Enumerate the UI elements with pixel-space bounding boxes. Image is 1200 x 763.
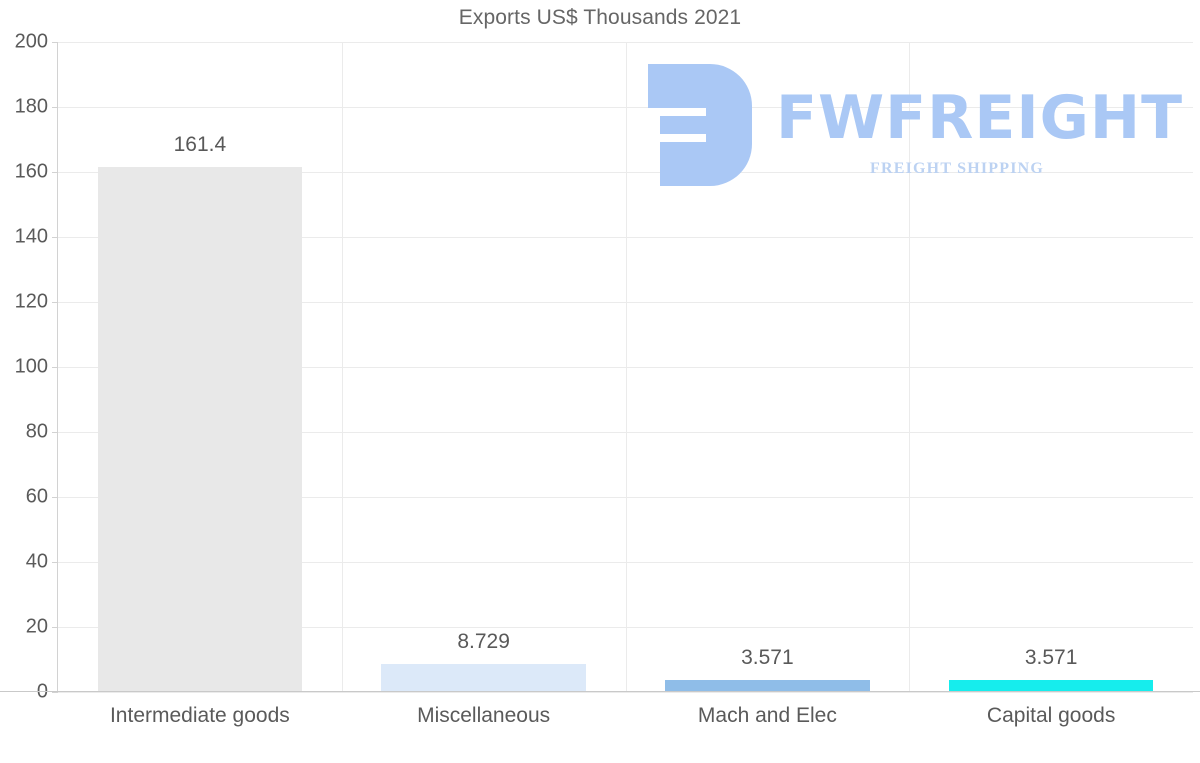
bar[interactable] bbox=[381, 663, 586, 692]
y-axis-labels: 200180160140120100806040200 bbox=[0, 31, 48, 703]
y-axis-tick-label: 180 bbox=[14, 95, 48, 118]
chart-title: Exports US$ Thousands 2021 bbox=[458, 6, 742, 29]
x-axis-category-label: Capital goods bbox=[986, 704, 1116, 727]
bar-value-label: 161.4 bbox=[173, 133, 227, 157]
y-axis-tick-label: 140 bbox=[14, 225, 48, 248]
bar-value-label: 3.571 bbox=[1024, 646, 1078, 670]
y-axis-tick bbox=[52, 367, 58, 368]
y-axis-tick-label: 100 bbox=[14, 355, 48, 378]
gridline-vertical bbox=[909, 42, 911, 692]
bar[interactable] bbox=[97, 167, 303, 692]
y-axis-tick bbox=[52, 627, 58, 628]
gridline-vertical bbox=[625, 42, 627, 692]
bar[interactable] bbox=[665, 680, 870, 692]
bar-value-label: 8.729 bbox=[457, 629, 510, 653]
plot-area: 161.4 8.729 3.571 3.571 bbox=[52, 42, 1193, 693]
y-axis-tick-label: 20 bbox=[25, 615, 48, 638]
y-axis-tick bbox=[52, 562, 58, 563]
y-axis-tick bbox=[52, 497, 58, 498]
y-axis-tick-label: 160 bbox=[14, 160, 48, 183]
x-axis-category-label: Intermediate goods bbox=[109, 704, 290, 727]
x-axis-line bbox=[0, 691, 1200, 692]
gridline-horizontal bbox=[58, 692, 1193, 693]
y-axis-tick-label: 0 bbox=[0, 681, 48, 704]
y-axis-tick bbox=[52, 432, 58, 433]
gridline-vertical bbox=[341, 42, 343, 692]
y-axis-tick bbox=[52, 692, 58, 693]
y-axis-tick bbox=[52, 42, 58, 43]
bar[interactable] bbox=[948, 680, 1154, 692]
y-axis-tick bbox=[52, 107, 58, 108]
x-axis-category-label: Mach and Elec bbox=[697, 704, 837, 727]
y-axis-tick bbox=[52, 172, 58, 173]
y-axis-tick-label: 200 bbox=[14, 30, 48, 53]
y-axis-tick bbox=[52, 237, 58, 238]
y-axis-tick-label: 80 bbox=[25, 420, 48, 443]
y-axis-tick-label: 40 bbox=[25, 550, 48, 573]
y-axis-tick-label: 120 bbox=[14, 290, 48, 313]
y-axis-tick bbox=[52, 302, 58, 303]
y-axis-tick-label: 60 bbox=[25, 485, 48, 508]
x-axis-category-label: Miscellaneous bbox=[417, 704, 551, 727]
bar-value-label: 3.571 bbox=[741, 646, 794, 670]
